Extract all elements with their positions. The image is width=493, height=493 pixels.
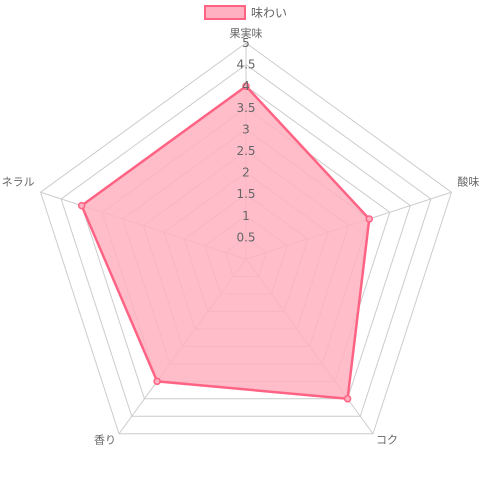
tick-label-3: 1.5 bbox=[236, 187, 255, 201]
tick-label-6: 3 bbox=[242, 122, 250, 136]
axis-label-1: 果実味 bbox=[230, 26, 263, 40]
data-point-3[interactable] bbox=[343, 395, 352, 403]
legend-swatch bbox=[204, 5, 246, 20]
tick-label-8: 4 bbox=[242, 79, 250, 93]
axis-label-4: 香り bbox=[94, 434, 116, 447]
legend-label: 味わい bbox=[251, 6, 287, 20]
data-point-1[interactable] bbox=[242, 82, 250, 90]
axis-label-3: コク bbox=[376, 434, 398, 447]
tick-label-9: 4.5 bbox=[236, 58, 255, 72]
legend[interactable]: 味わい bbox=[204, 5, 287, 20]
radar-tick-labels: 0.5 1 1.5 2 2.5 3 3.5 4 4.5 5 bbox=[236, 36, 255, 244]
grid-ring-10 bbox=[39, 42, 453, 435]
tick-label-1: 0.5 bbox=[236, 230, 255, 244]
grid-ring-9 bbox=[60, 63, 432, 417]
tick-label-5: 2.5 bbox=[236, 144, 255, 158]
axis-label-2: 酸味 bbox=[457, 174, 479, 188]
radar-points bbox=[77, 82, 374, 403]
tick-label-10: 5 bbox=[242, 36, 250, 50]
tick-label-2: 1 bbox=[242, 209, 250, 223]
data-point-5[interactable] bbox=[77, 201, 86, 210]
tick-label-7: 3.5 bbox=[236, 101, 255, 115]
data-point-4[interactable] bbox=[153, 377, 161, 386]
data-point-2[interactable] bbox=[365, 215, 374, 223]
axis-label-5: ミネラル bbox=[0, 175, 35, 188]
radar-series bbox=[80, 84, 371, 401]
series-area-1[interactable] bbox=[80, 84, 371, 401]
tick-label-4: 2 bbox=[242, 166, 250, 180]
